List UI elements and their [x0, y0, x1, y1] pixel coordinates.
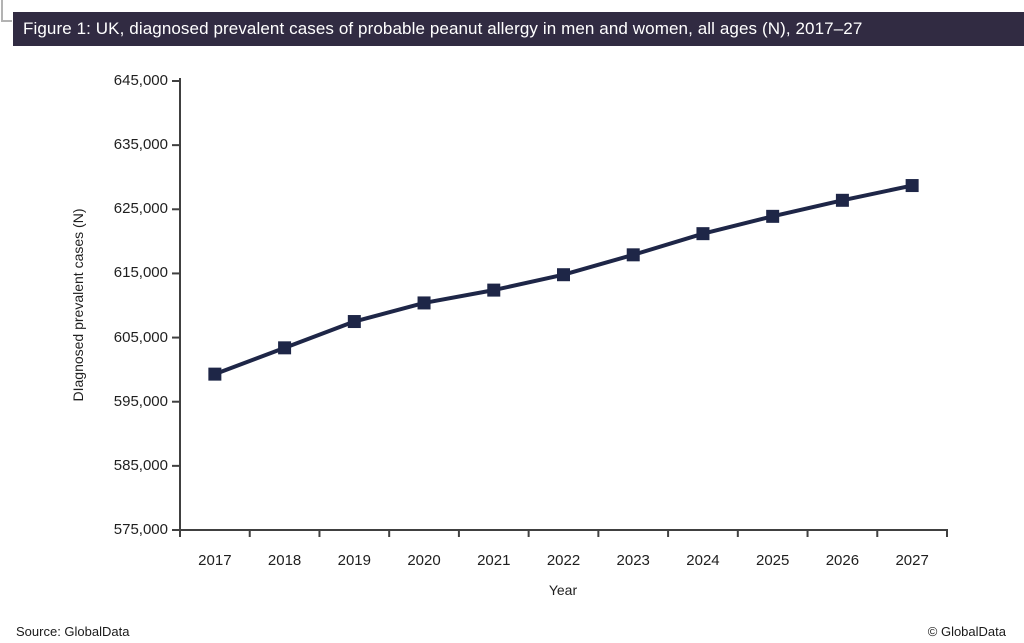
y-axis-tick-label: 605,000: [113, 328, 168, 346]
x-axis-title: Year: [548, 582, 578, 598]
data-point-marker: [347, 315, 361, 329]
figure-title: Figure 1: UK, diagnosed prevalent cases …: [23, 19, 863, 38]
x-axis-tick-label: 2027: [895, 552, 929, 569]
figure-title-bar: Figure 1: UK, diagnosed prevalent cases …: [13, 12, 1024, 46]
y-axis-tick-label: 585,000: [113, 456, 168, 474]
y-axis-tick-label: 645,000: [113, 72, 168, 89]
x-axis-tick-label: 2018: [267, 552, 302, 569]
data-point-marker: [766, 209, 780, 223]
data-point-marker: [487, 283, 501, 297]
source-note: Source: GlobalData: [16, 624, 130, 639]
y-axis-tick-label: 595,000: [113, 392, 168, 410]
y-axis-title: DIagnosed prevalent cases (N): [70, 208, 86, 402]
x-axis-tick-label: 2026: [825, 552, 860, 569]
copyright-note: © GlobalData: [927, 624, 1006, 639]
x-axis-tick-label: 2020: [407, 552, 441, 569]
x-axis-tick-label: 2025: [755, 552, 790, 569]
y-axis-tick-label: 575,000: [113, 521, 168, 538]
y-axis-tick-label: 635,000: [113, 136, 168, 154]
data-point-marker: [905, 179, 919, 193]
data-point-marker: [835, 193, 849, 207]
data-point-marker: [208, 367, 222, 381]
y-axis-tick-label: 625,000: [113, 200, 168, 218]
x-axis-tick-label: 2022: [546, 552, 581, 569]
x-axis-tick-label: 2024: [686, 552, 720, 569]
x-axis-tick-label: 2021: [477, 552, 511, 569]
data-point-marker: [417, 296, 431, 310]
data-point-marker: [557, 268, 570, 282]
y-axis-tick-label: 615,000: [113, 264, 168, 282]
x-axis-tick-label: 2023: [616, 552, 650, 569]
data-point-marker: [626, 248, 640, 262]
corner-bracket-decoration: [1, 0, 12, 22]
data-point-marker: [696, 227, 710, 241]
x-axis-tick-label: 2017: [198, 552, 232, 569]
data-point-marker: [278, 341, 292, 355]
x-axis-tick-label: 2019: [337, 552, 371, 569]
